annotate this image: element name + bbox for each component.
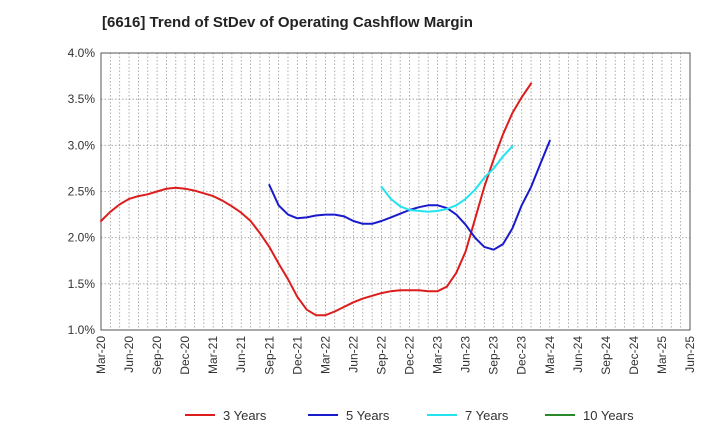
x-tick-label: Sep-22	[374, 336, 388, 375]
legend-label: 7 Years	[465, 408, 509, 423]
grid-layer	[100, 52, 691, 331]
x-tick-label: Jun-21	[234, 336, 248, 373]
x-tick-label: Jun-20	[122, 336, 136, 373]
axis-layer: 1.0% 1.5% 2.0% 2.5% 3.0% 3.5% 4.0% Mar-20 Jun-20…	[68, 46, 697, 375]
x-tick-label: Mar-21	[206, 336, 220, 374]
x-tick-label: Mar-22	[318, 336, 332, 374]
series-line-7-years	[380, 145, 514, 213]
x-tick-label: Sep-24	[599, 336, 613, 375]
x-tick-label: Jun-24	[571, 336, 585, 373]
x-tick-label: Jun-25	[683, 336, 697, 373]
series-layer	[100, 82, 551, 317]
series-line-5-years	[268, 139, 551, 251]
y-tick-label: 3.0%	[68, 138, 96, 152]
legend-label: 3 Years	[223, 408, 267, 423]
x-tick-label: Mar-24	[543, 336, 557, 374]
x-tick-label: Sep-20	[150, 336, 164, 375]
x-tick-label: Mar-23	[431, 336, 445, 374]
series-line-3-years	[100, 82, 533, 317]
y-tick-label: 3.5%	[68, 92, 96, 106]
x-tick-label: Jun-23	[459, 336, 473, 373]
y-tick-label: 1.5%	[68, 277, 96, 291]
legend-label: 10 Years	[583, 408, 634, 423]
x-tick-label: Dec-24	[627, 336, 641, 375]
x-tick-label: Sep-21	[262, 336, 276, 375]
legend-label: 5 Years	[346, 408, 390, 423]
x-tick-label: Dec-23	[515, 336, 529, 375]
x-tick-label: Dec-22	[403, 336, 417, 375]
x-tick-label: Dec-21	[290, 336, 304, 375]
plot-border	[100, 52, 691, 331]
x-tick-label: Jun-22	[346, 336, 360, 373]
x-tick-label: Sep-23	[487, 336, 501, 375]
legend-layer: 3 Years 5 Years 7 Years 10 Years	[185, 408, 634, 423]
y-tick-label: 2.0%	[68, 231, 96, 245]
y-tick-label: 2.5%	[68, 185, 96, 199]
x-tick-label: Dec-20	[178, 336, 192, 375]
y-tick-label: 1.0%	[68, 323, 96, 337]
y-tick-label: 4.0%	[68, 46, 96, 60]
x-tick-label: Mar-20	[94, 336, 108, 374]
x-tick-label: Mar-25	[655, 336, 669, 374]
chart-title: [6616] Trend of StDev of Operating Cashf…	[102, 14, 473, 31]
